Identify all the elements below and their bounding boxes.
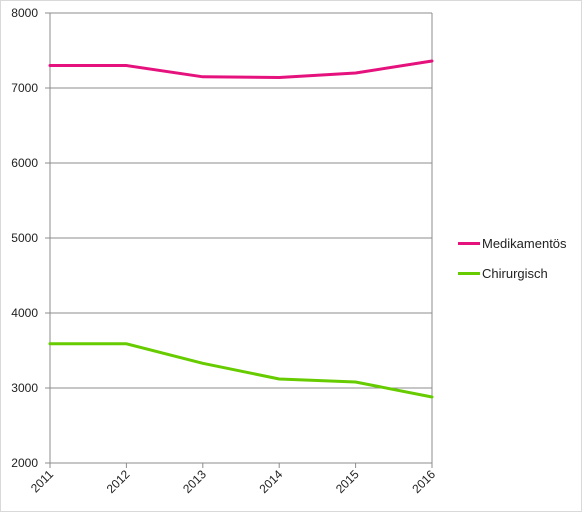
y-tick-label: 6000 (11, 156, 38, 170)
legend-item-chirurgisch: Chirurgisch (458, 258, 567, 288)
legend-swatch (458, 271, 480, 275)
legend-swatch (458, 241, 480, 245)
x-tick-label: 2012 (104, 467, 133, 496)
y-tick-label: 5000 (11, 231, 38, 245)
legend-label: Chirurgisch (482, 265, 548, 281)
y-tick-label: 3000 (11, 381, 38, 395)
legend-item-medikamentoes: Medikamentös (458, 228, 567, 258)
series-lines (48, 59, 434, 399)
grid-lines (50, 12, 432, 389)
series-line-1 (48, 342, 434, 399)
legend-label: Medikamentös (482, 235, 567, 251)
legend: Medikamentös Chirurgisch (458, 228, 567, 288)
y-tick-label: 4000 (11, 306, 38, 320)
x-tick-label: 2011 (28, 467, 56, 495)
x-tick-label: 2014 (257, 467, 286, 496)
x-tick-label: 2016 (409, 467, 438, 496)
y-tick-label: 8000 (11, 6, 38, 20)
y-tick-label: 2000 (11, 456, 38, 470)
x-tick-label: 2013 (180, 467, 209, 496)
y-tick-labels: 2000 3000 4000 5000 6000 7000 8000 (11, 6, 38, 470)
axes (45, 12, 433, 468)
x-tick-label: 2015 (333, 467, 362, 496)
y-tick-label: 7000 (11, 81, 38, 95)
x-tick-labels: 2011 2012 2013 2014 2015 2016 (28, 467, 438, 496)
series-line-0 (48, 59, 434, 79)
